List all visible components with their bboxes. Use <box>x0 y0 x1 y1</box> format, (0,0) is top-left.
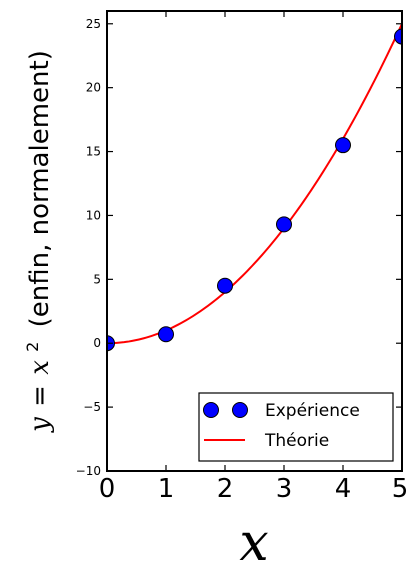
legend-label-theory: Théorie <box>264 431 329 451</box>
experiment-point <box>158 326 174 343</box>
y-tick-label: 10 <box>86 208 101 222</box>
legend-label-experience: Expérience <box>265 401 360 421</box>
x-tick-label: 4 <box>335 474 352 504</box>
y-tick-label: −5 <box>83 400 101 414</box>
ylabel-text: (enfin, normalement) <box>25 50 55 327</box>
legend-marker-experience-2 <box>232 402 248 418</box>
legend: Expérience Théorie <box>198 392 394 462</box>
plot-frame <box>106 10 403 472</box>
x-axis-ticks: 0 1 2 3 4 5 <box>99 11 409 504</box>
experiment-point <box>394 28 402 45</box>
x-tick-label: 0 <box>99 474 116 504</box>
ylabel-math-eq: = <box>25 385 55 407</box>
legend-marker-experience-1 <box>203 402 219 418</box>
x-tick-label: 3 <box>276 474 293 504</box>
ylabel-math-x: x <box>25 360 55 375</box>
x-tick-label: 5 <box>392 474 409 504</box>
plot-area <box>107 23 402 352</box>
y-tick-label: 20 <box>86 81 101 95</box>
y-axis-label: y = x 2 (enfin, normalement) <box>15 50 55 433</box>
experiment-point <box>335 137 351 154</box>
y-tick-label: 25 <box>86 17 101 31</box>
experiment-point <box>276 216 292 233</box>
y-tick-label: 15 <box>86 145 101 159</box>
y-tick-label: 0 <box>93 336 101 350</box>
y-tick-label: 5 <box>93 272 101 286</box>
ylabel-math-exp: 2 <box>23 342 42 352</box>
x-tick-label: 2 <box>217 474 234 504</box>
experiment-points <box>107 28 402 352</box>
x-tick-label: 1 <box>158 474 175 504</box>
legend-box <box>198 392 394 462</box>
ylabel-math-y: y <box>25 417 55 433</box>
theory-curve <box>107 23 402 345</box>
experiment-point <box>217 277 233 294</box>
y-tick-label: −10 <box>76 464 101 478</box>
x-axis-label: x <box>239 513 268 573</box>
y-axis-ticks: −10 −5 0 5 10 15 20 25 <box>76 17 402 478</box>
